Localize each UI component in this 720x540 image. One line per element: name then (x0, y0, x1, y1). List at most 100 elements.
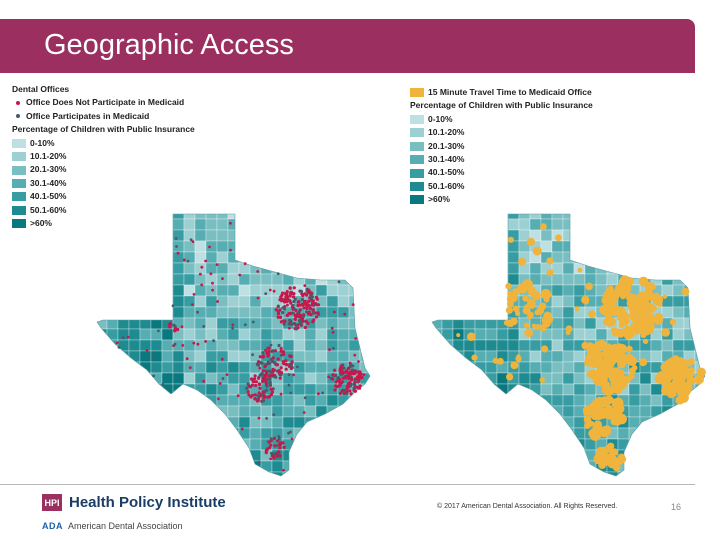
county-tile (359, 405, 370, 418)
county-tile (315, 328, 328, 341)
county-tile (441, 471, 454, 476)
county-tile (304, 383, 317, 396)
county-tile (304, 328, 317, 341)
county-tile (304, 229, 317, 242)
dental-office-dot (290, 305, 294, 308)
county-tile (315, 361, 328, 374)
travel-time-area (594, 404, 603, 413)
county-tile (271, 460, 284, 473)
county-tile (452, 394, 465, 407)
county-tile (216, 339, 229, 352)
county-tile (452, 251, 465, 264)
legend-bin-label: 0-10% (30, 137, 55, 148)
county-tile (205, 295, 218, 308)
county-tile (326, 218, 339, 231)
county-tile (183, 449, 196, 462)
county-tile (326, 394, 339, 407)
county-tile (371, 373, 382, 384)
county-tile (507, 328, 520, 341)
county-tile (282, 339, 295, 352)
county-tile (293, 438, 306, 451)
legend-swatch (410, 114, 424, 124)
county-tile (150, 240, 163, 253)
dental-office-dot (333, 368, 337, 372)
county-tile (139, 229, 152, 242)
county-tile (359, 306, 370, 319)
county-tile (85, 362, 96, 373)
legend-bin-label: 30.1-40% (30, 177, 67, 188)
county-tile (382, 450, 385, 461)
county-tile (117, 372, 130, 385)
dental-office-dot (277, 369, 281, 373)
county-tile (382, 395, 385, 406)
county-tile (348, 438, 361, 451)
county-tile (128, 317, 141, 330)
dental-office-dot (356, 385, 360, 390)
dental-office-dot (351, 303, 355, 306)
county-tile (315, 438, 328, 451)
county-tile (529, 339, 542, 352)
county-tile (382, 373, 385, 384)
county-tile (432, 218, 443, 231)
dental-office-dot (295, 323, 298, 327)
county-tile (348, 273, 361, 286)
county-tile (672, 251, 685, 264)
county-tile (562, 229, 575, 242)
county-tile (518, 361, 531, 374)
travel-time-area (661, 386, 671, 396)
county-tile (260, 251, 273, 264)
dental-office-dot (362, 373, 366, 376)
dental-office-dot (279, 315, 283, 319)
county-tile (540, 471, 553, 476)
county-tile (683, 295, 696, 308)
dental-office-dot (200, 265, 204, 269)
county-tile (106, 328, 119, 341)
county-tile (227, 306, 240, 319)
dental-office-dot (348, 389, 352, 393)
dental-office-dot (343, 312, 347, 316)
travel-time-area (668, 371, 676, 380)
county-tile (441, 317, 454, 330)
county-tile (282, 262, 295, 275)
county-tile (348, 471, 361, 476)
county-tile (496, 262, 509, 275)
county-tile (371, 219, 382, 230)
county-tile (183, 306, 196, 319)
county-tile (463, 449, 476, 462)
county-tile (606, 240, 619, 253)
dental-office-dot (269, 443, 273, 447)
county-tile (293, 240, 306, 253)
county-tile (474, 427, 487, 440)
travel-time-area (629, 307, 636, 315)
dental-office-dot (292, 299, 296, 304)
county-tile (172, 350, 185, 363)
county-tile (371, 351, 382, 362)
dental-office-dot (264, 382, 268, 386)
county-tile (432, 460, 443, 473)
county-tile (150, 218, 163, 231)
county-tile (562, 372, 575, 385)
travel-time-area (584, 422, 591, 429)
travel-time-area (661, 371, 670, 380)
dental-office-dot (168, 322, 172, 326)
county-tile (348, 229, 361, 242)
county-tile (161, 394, 174, 407)
county-tile (432, 328, 443, 341)
dental-office-dot (345, 369, 348, 372)
title-banner: Geographic Access (0, 19, 695, 73)
county-tile (474, 361, 487, 374)
county-tile (661, 427, 674, 440)
county-tile (474, 416, 487, 429)
dental-office-dot (353, 389, 357, 393)
county-tile (161, 306, 174, 319)
county-tile (97, 295, 108, 308)
county-tile (227, 328, 240, 341)
county-tile (683, 460, 696, 473)
dental-office-dot (256, 296, 260, 300)
legend-bin-5: 50.1-60% (410, 180, 593, 193)
hpi-logo-mark: HPI (42, 494, 62, 511)
dental-office-dot (353, 380, 357, 384)
travel-time-swatch (410, 88, 424, 98)
county-tile (628, 218, 641, 231)
county-tile (205, 471, 218, 476)
